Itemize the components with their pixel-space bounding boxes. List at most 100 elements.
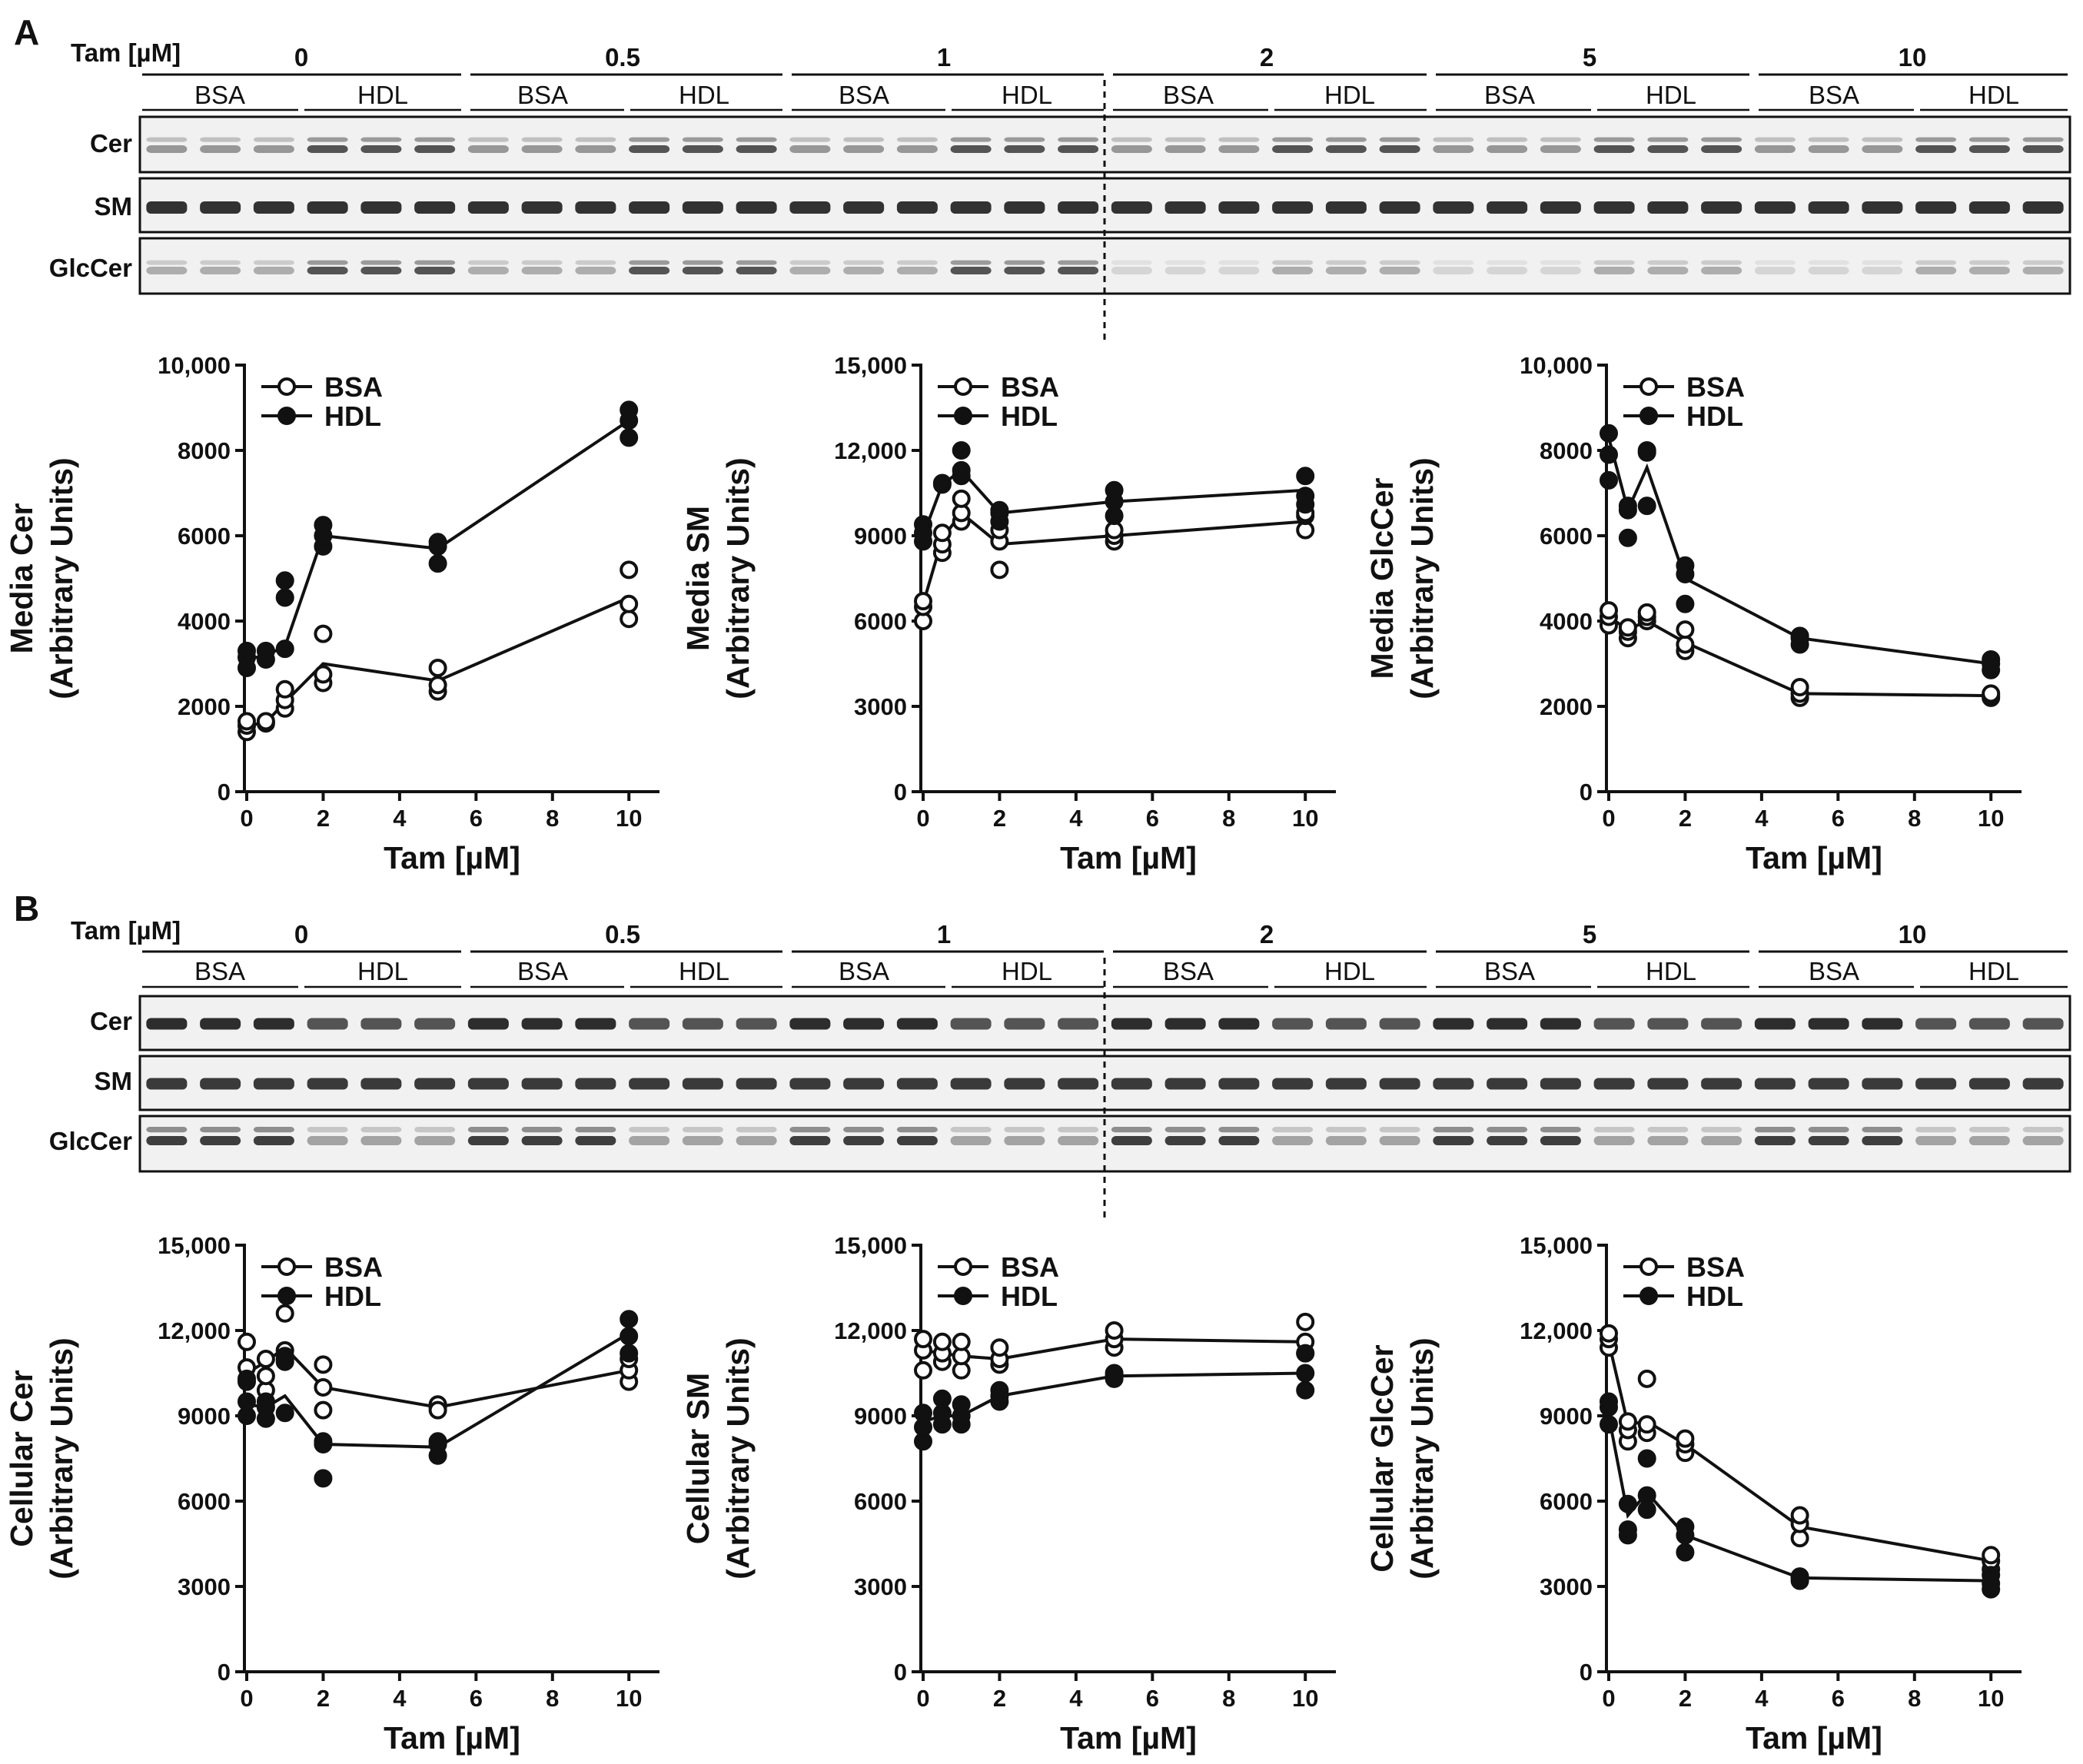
- gel-band: [1701, 1127, 1742, 1133]
- y-axis-label: Media SM: [680, 506, 716, 651]
- gel-band: [1540, 260, 1581, 265]
- y-tick-label: 6000: [854, 608, 907, 635]
- gel-band: [1862, 260, 1903, 265]
- legend-marker-filled: [277, 407, 296, 425]
- gel-band: [360, 137, 402, 142]
- gel-band: [467, 1078, 509, 1090]
- data-point-hdl: [914, 515, 932, 534]
- gel-band: [1433, 1018, 1474, 1030]
- group-label-hdl: HDL: [357, 81, 408, 109]
- gel-band: [896, 267, 938, 274]
- gel-band: [1218, 201, 1260, 214]
- gel-band: [789, 137, 831, 142]
- data-point-hdl: [428, 554, 447, 573]
- gel-band: [1487, 145, 1528, 153]
- data-point-bsa: [256, 1350, 275, 1368]
- legend-label: BSA: [1001, 371, 1059, 403]
- gel-band: [1433, 145, 1474, 153]
- gel-band: [682, 201, 723, 214]
- legend-marker-open: [1639, 377, 1658, 396]
- gel-band: [1915, 1127, 1957, 1133]
- data-point-bsa: [1790, 678, 1809, 696]
- gel-band: [1540, 145, 1581, 153]
- x-tick-label: 10: [616, 805, 642, 832]
- data-point-hdl: [275, 639, 294, 659]
- x-tick-label: 4: [1069, 805, 1083, 832]
- gel-band: [575, 267, 616, 274]
- chart-cellular-cer: 0 3000 6000 9000 12,000 15,000 0 2 4 6 8 10 Tam [µM]…: [4, 1232, 659, 1756]
- x-tick-label: 0: [916, 1685, 929, 1712]
- group-label-bsa: BSA: [1484, 957, 1535, 985]
- data-point-hdl: [1105, 480, 1124, 500]
- lane-label-sm: SM: [95, 192, 133, 221]
- gel-band: [1004, 1018, 1045, 1030]
- series-line-bsa: [1607, 1341, 1992, 1563]
- gel-band: [629, 1018, 670, 1030]
- group-label-hdl: HDL: [1324, 81, 1375, 109]
- concentration-labels: 0 0.5 1 2 5 10: [294, 920, 1927, 948]
- data-point-bsa: [1676, 635, 1695, 654]
- gel-band: [682, 1018, 723, 1030]
- gel-band: [1808, 1078, 1849, 1090]
- data-point-bsa: [314, 1355, 333, 1374]
- gel-band: [1004, 1136, 1045, 1145]
- gel-band: [1325, 1127, 1367, 1133]
- gel-band: [307, 201, 348, 214]
- lane-label-cer: Cer: [90, 1007, 132, 1035]
- data-point-bsa: [620, 610, 639, 629]
- gel-band: [896, 1018, 938, 1030]
- data-point-bsa: [314, 1400, 333, 1420]
- y-tick-label: 9000: [854, 1403, 907, 1430]
- gel-band: [1058, 267, 1099, 274]
- data-point-bsa: [932, 523, 952, 543]
- gel-band: [1647, 1018, 1689, 1030]
- group-label-bsa: BSA: [517, 81, 568, 109]
- x-tick-label: 10: [616, 1685, 642, 1712]
- gel-band: [1325, 267, 1367, 274]
- gel-band: [1379, 1078, 1420, 1090]
- lane-label-glccer: GlcCer: [49, 1127, 132, 1155]
- gel-band: [1808, 1136, 1849, 1145]
- gel-band: [1004, 260, 1045, 265]
- chart-media-cer: 0 2000 4000 6000 8000 10,000 0 2 4 6 8 10 Tam [µM] Me…: [4, 352, 659, 875]
- group-label-bsa: BSA: [839, 81, 889, 109]
- gel-band: [1058, 1018, 1099, 1030]
- y-tick-label: 0: [1580, 779, 1593, 806]
- gel-band: [1701, 1136, 1742, 1145]
- y-tick-label: 9000: [854, 523, 907, 550]
- data-point-bsa: [428, 676, 447, 695]
- gel-band: [2022, 1136, 2064, 1145]
- gel-band: [575, 137, 616, 142]
- y-tick-label: 12,000: [834, 1317, 907, 1344]
- gel-band: [950, 1136, 992, 1145]
- gel-band: [253, 1136, 294, 1145]
- y-tick-label: 2000: [178, 693, 231, 720]
- gel-band: [1968, 1136, 2010, 1145]
- group-labels: BSA HDL BSA HDL BSA HDL BSA HDL BSA HDL …: [194, 957, 2019, 985]
- gel-band: [414, 1127, 456, 1133]
- y-tick-label: 0: [1580, 1659, 1593, 1686]
- gel-band: [1218, 260, 1260, 265]
- data-point-bsa: [1676, 1429, 1695, 1448]
- conc-label-0.5: 0.5: [605, 43, 640, 71]
- y-tick-label: 8000: [178, 437, 231, 464]
- gel-band: [1111, 1078, 1152, 1090]
- gel-band: [843, 137, 885, 142]
- data-point-bsa: [1676, 620, 1695, 639]
- legend-marker-filled: [954, 407, 972, 425]
- gel-band: [1164, 1127, 1206, 1133]
- x-tick-label: 6: [1146, 805, 1159, 832]
- gel-band: [414, 1136, 456, 1145]
- blot-panel-b: B Tam [µM] 0 0.5 1 2 5 10 BSA HDL BSA HD…: [14, 889, 2071, 1218]
- gel-band: [1862, 1127, 1903, 1133]
- gel-band: [682, 1127, 723, 1133]
- gel-band: [467, 267, 509, 274]
- gel-band: [1325, 1136, 1367, 1145]
- x-tick-label: 4: [1755, 1685, 1769, 1712]
- gel-band: [200, 137, 241, 142]
- conc-label-5: 5: [1583, 43, 1596, 71]
- y-tick-label: 6000: [854, 1488, 907, 1515]
- x-tick-label: 8: [546, 805, 559, 832]
- gel-band: [1004, 1127, 1045, 1133]
